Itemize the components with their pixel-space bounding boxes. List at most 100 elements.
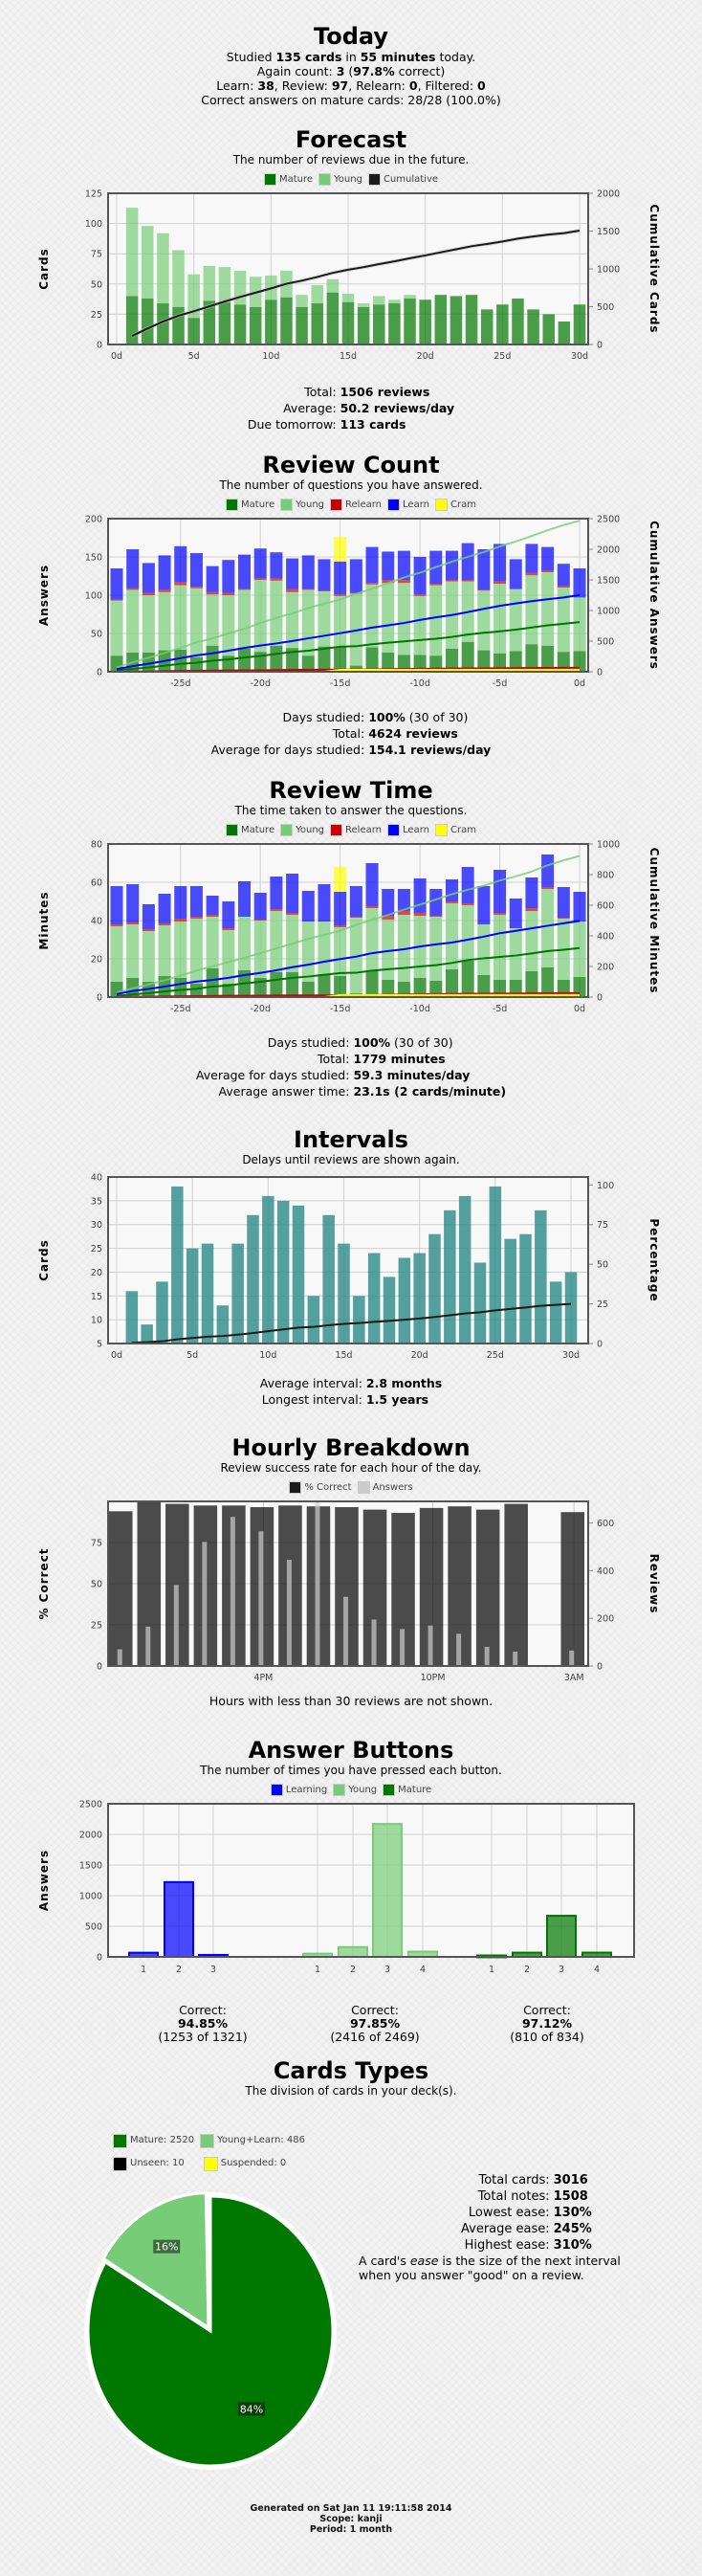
bar-learn: [270, 552, 283, 579]
card-types-legend: Mature: 2520 Young+Learn: 486 Unseen: 10…: [113, 2132, 305, 2172]
bar-young: [429, 917, 443, 981]
legend-cram[interactable]: Cram: [434, 499, 476, 511]
bar-young: [557, 588, 570, 653]
y-axis-title: Answers: [37, 1850, 51, 1911]
stat-row: Average for days studied: 154.1 reviews/d…: [209, 742, 494, 758]
legend-relearn[interactable]: Relearn: [330, 499, 382, 511]
review-time-legend: Mature Young Relearn Learn Cram: [0, 824, 702, 836]
answer-buttons-legend: Learning Young Mature: [0, 1784, 702, 1796]
legend-cram[interactable]: Cram: [434, 824, 476, 836]
x-tick-label: 4: [594, 1965, 600, 1975]
y-axis-title: Answers: [37, 565, 51, 626]
legend-label: Relearn: [345, 825, 383, 835]
legend-learn[interactable]: Learn: [387, 824, 429, 836]
bar-young: [174, 585, 187, 650]
swatch: [330, 499, 343, 511]
stat-row: Average: 50.2 reviews/day: [246, 400, 456, 416]
legend-label: Young: [348, 1785, 378, 1795]
legend-mature[interactable]: Mature: [226, 824, 274, 836]
filtered-count: 0: [477, 78, 486, 93]
stat-label: Total:: [332, 726, 365, 741]
y2-tick-label: 400: [597, 1566, 614, 1577]
hourly-title: Hourly Breakdown: [231, 1434, 471, 1461]
legend-cumulative[interactable]: Cumulative: [367, 173, 438, 186]
legend-learning[interactable]: Learning: [270, 1784, 327, 1796]
y-tick-label: 100: [85, 219, 102, 230]
bar-mature: [233, 304, 247, 344]
stat-row: Days studied: 100% (30 of 30): [194, 1034, 508, 1051]
stat-value-text: 4624 reviews: [368, 726, 458, 741]
bar-relearn: [397, 911, 410, 915]
bar-learn: [461, 867, 474, 903]
legend-relearn[interactable]: Relearn: [330, 824, 382, 836]
cumulative-learn-line: [116, 593, 581, 671]
swatch: [280, 499, 294, 511]
cumulative-young-line: [116, 855, 581, 994]
legend-mature[interactable]: Mature: 2520: [113, 2132, 194, 2149]
bar-learn: [477, 886, 491, 924]
bar-learn: [142, 563, 155, 593]
y2-tick-label: 0: [597, 1340, 603, 1350]
legend-suspended[interactable]: Suspended: 0: [203, 2155, 286, 2172]
swatch: [226, 824, 239, 836]
bar-young: [429, 585, 443, 656]
answer-buttons-section: Answer Buttons The number of times you h…: [0, 1737, 702, 2044]
y-tick-label: 0: [97, 1953, 102, 1964]
legend-young[interactable]: Young: [280, 824, 324, 836]
legend-young[interactable]: Young: [280, 499, 324, 511]
bar-learn: [206, 896, 219, 915]
legend-answers[interactable]: Answers: [357, 1481, 413, 1494]
bar-relearn: [334, 594, 347, 596]
bar-cram: [334, 537, 347, 562]
bar-mature: [477, 650, 491, 672]
x-tick-label: 4PM: [253, 1673, 273, 1683]
x-tick-label: 20d: [411, 1350, 428, 1361]
stat-value: 3016: [552, 2172, 594, 2188]
plot-border: [107, 192, 589, 345]
bar-learn: [557, 564, 570, 587]
legend-unseen[interactable]: Unseen: 10: [113, 2155, 198, 2172]
bar-answers: [173, 1585, 179, 1666]
stat-value-text: 2.8 months: [365, 1376, 443, 1390]
legend-mature[interactable]: Mature: [383, 1784, 431, 1796]
learn-count: 38: [257, 78, 274, 93]
x-tick-label: 30d: [571, 351, 588, 362]
bar-learn: [349, 559, 362, 593]
bar-mature: [326, 292, 340, 344]
legend-young-learn[interactable]: Young+Learn: 486: [200, 2132, 305, 2149]
bar-young: [157, 233, 169, 304]
bar-relearn: [541, 887, 555, 889]
cumulative-mature-line: [116, 946, 581, 997]
bar-mature: [373, 304, 385, 344]
ease-note: A card's ease is the size of the next in…: [359, 2254, 621, 2282]
bar-learn: [142, 904, 155, 929]
y-axis-title: Cards: [37, 248, 51, 290]
x-tick-label: -15d: [330, 1004, 351, 1014]
bar-young: [126, 924, 140, 978]
bar-learn: [238, 554, 252, 589]
legend-mature[interactable]: Mature: [226, 499, 274, 511]
y-tick-label: 75: [91, 1539, 102, 1549]
legend-learn[interactable]: Learn: [387, 499, 429, 511]
legend-correct[interactable]: % Correct: [289, 1481, 352, 1494]
generated-date: Generated on Sat Jan 11 19:11:58 2014: [250, 2503, 452, 2514]
stat-value: 1506 reviews: [339, 384, 456, 400]
y2-axis-title: Cumulative Minutes: [647, 848, 661, 994]
y2-tick-label: 1000: [597, 840, 620, 851]
bar-learn: [222, 560, 235, 593]
text: is the size of the next interval: [438, 2254, 621, 2268]
legend-young[interactable]: Young: [333, 1784, 377, 1796]
bar-young: [110, 926, 123, 982]
legend-young[interactable]: Young: [318, 173, 362, 186]
bar-young: [238, 917, 252, 970]
bar-relearn: [541, 570, 555, 572]
young-correct: Correct: 97.85% (2416 of 2469): [327, 2004, 423, 2044]
bar-young: [509, 588, 522, 652]
bar-mature: [270, 645, 283, 672]
bar-learn: [349, 886, 362, 917]
forecast-section: Forecast The number of reviews due in th…: [0, 126, 702, 433]
bar-learning: [164, 1880, 194, 1958]
legend-mature[interactable]: Mature: [263, 173, 313, 186]
bar-learn: [397, 550, 410, 580]
